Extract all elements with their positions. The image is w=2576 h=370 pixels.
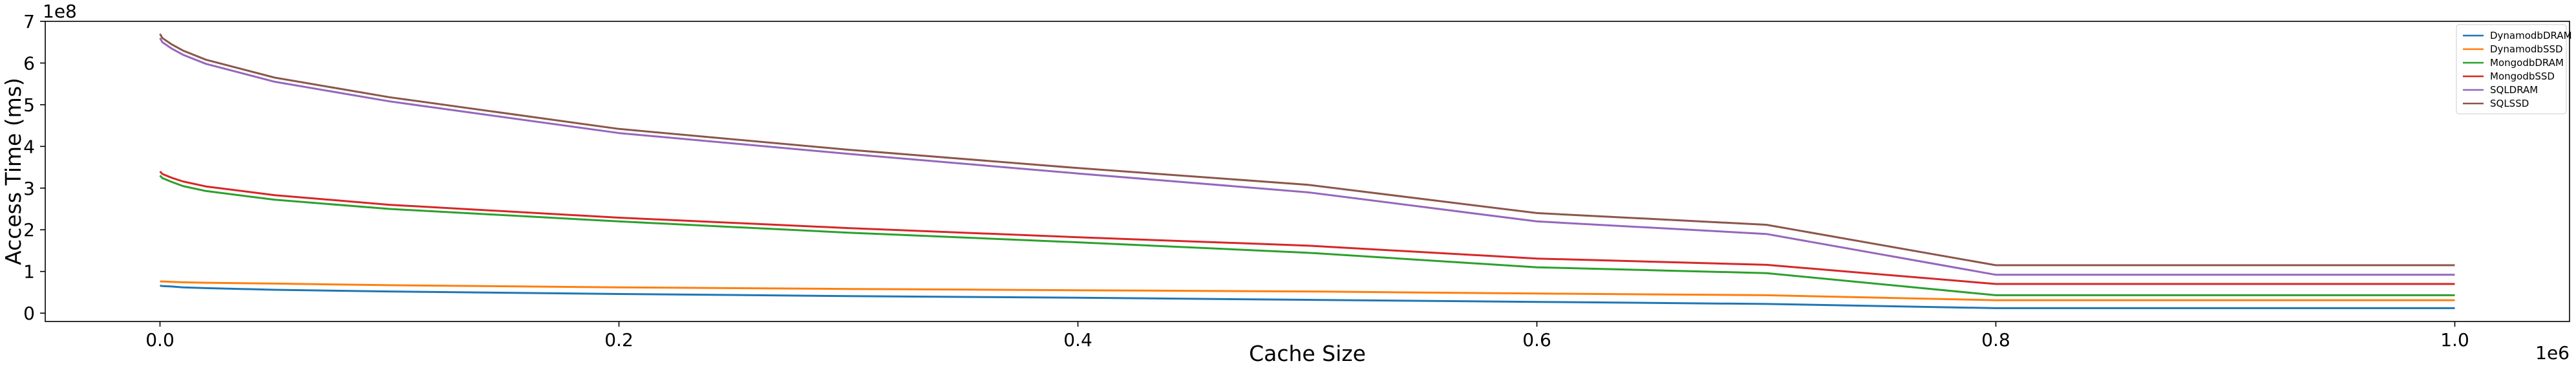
series-line-dynamodbdram bbox=[160, 285, 2455, 309]
y-tick-label: 3 bbox=[23, 178, 35, 199]
series-layer bbox=[159, 33, 2455, 309]
x-tick-label: 0.0 bbox=[145, 329, 175, 351]
legend-label-dynamodbdram: DynamodbDRAM bbox=[2490, 30, 2572, 41]
x-tick-label: 0.4 bbox=[1063, 329, 1092, 351]
y-tick-label: 2 bbox=[23, 219, 35, 241]
y-tick-label: 0 bbox=[23, 303, 35, 324]
plot-area bbox=[45, 21, 2570, 321]
legend-label-sqldram: SQLDRAM bbox=[2490, 84, 2538, 96]
y-tick-label: 4 bbox=[23, 136, 35, 157]
legend-label-sqlssd: SQLSSD bbox=[2490, 98, 2529, 109]
y-tick-label: 5 bbox=[23, 94, 35, 116]
y-axis-title: Access Time (ms) bbox=[1, 78, 26, 265]
ticks-layer: 0.0 0.2 0.4 0.6 0.8 1.0 0 1 2 3 4 5 6 7 bbox=[23, 11, 2469, 351]
y-tick-label: 1 bbox=[23, 261, 35, 283]
x-axis-title: Cache Size bbox=[1249, 341, 1366, 366]
series-line-mongodbdram bbox=[159, 175, 2455, 296]
legend-box bbox=[2456, 24, 2567, 114]
series-line-sqlssd bbox=[159, 33, 2455, 267]
legend-label-dynamodbssd: DynamodbSSD bbox=[2490, 43, 2563, 55]
y-tick-label: 6 bbox=[23, 52, 35, 74]
x-tick-label: 0.8 bbox=[1981, 329, 2010, 351]
legend-label-mongodbdram: MongodbDRAM bbox=[2490, 57, 2564, 69]
x-tick-label: 1.0 bbox=[2440, 329, 2469, 351]
legend: DynamodbDRAM DynamodbSSD MongodbDRAM Mongod… bbox=[2456, 24, 2572, 114]
series-line-dynamodbssd bbox=[160, 280, 2455, 301]
plot-frame bbox=[45, 21, 2570, 322]
x-tick-label: 0.6 bbox=[1522, 329, 1551, 351]
series-line-mongodbssd bbox=[159, 170, 2455, 285]
series-line-sqldram bbox=[159, 38, 2455, 276]
x-offset-text: 1e6 bbox=[2535, 342, 2570, 364]
y-offset-text: 1e8 bbox=[43, 1, 77, 22]
legend-label-mongodbssd: MongodbSSD bbox=[2490, 71, 2555, 82]
x-tick-label: 0.2 bbox=[604, 329, 633, 351]
y-tick-label: 7 bbox=[23, 11, 35, 32]
